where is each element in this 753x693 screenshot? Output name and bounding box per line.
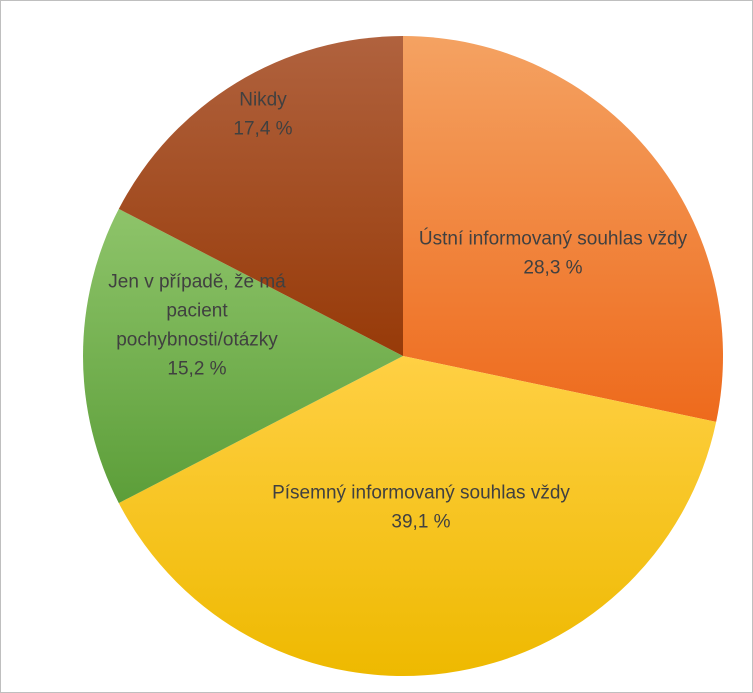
slice-value-jen-v-pripade: 15,2 % — [167, 359, 226, 380]
pie-slice-nikdy — [118, 36, 404, 356]
slice-label-nikdy: Nikdy 17,4 % — [233, 90, 292, 140]
slice-label-line: Ústní informovaný souhlas vždy — [419, 228, 688, 250]
slice-label-jen-v-pripade: Jen v případě, že má pacient pochybnosti/o… — [108, 272, 286, 380]
pie-slice-ustni — [403, 36, 724, 422]
slice-value-ustni: 28,3 % — [523, 258, 582, 279]
slice-label-line: Jen v případě, že má — [108, 272, 286, 293]
slice-label-line: pacient — [166, 301, 228, 322]
slice-label-line: Nikdy — [239, 90, 287, 111]
pie-slice-jen-v-pripade — [83, 208, 403, 504]
slice-label-line: Písemný informovaný souhlas vždy — [272, 483, 570, 504]
slice-value-nikdy: 17,4 % — [233, 119, 292, 140]
slice-value-pisemny: 39,1 % — [391, 512, 450, 533]
slice-label-line: pochybnosti/otázky — [116, 330, 278, 351]
slice-label-pisemny: Písemný informovaný souhlas vždy 39,1 % — [272, 483, 570, 533]
slice-label-ustni: Ústní informovaný souhlas vždy 28,3 % — [419, 228, 688, 279]
pie-slice-pisemny — [118, 356, 717, 677]
